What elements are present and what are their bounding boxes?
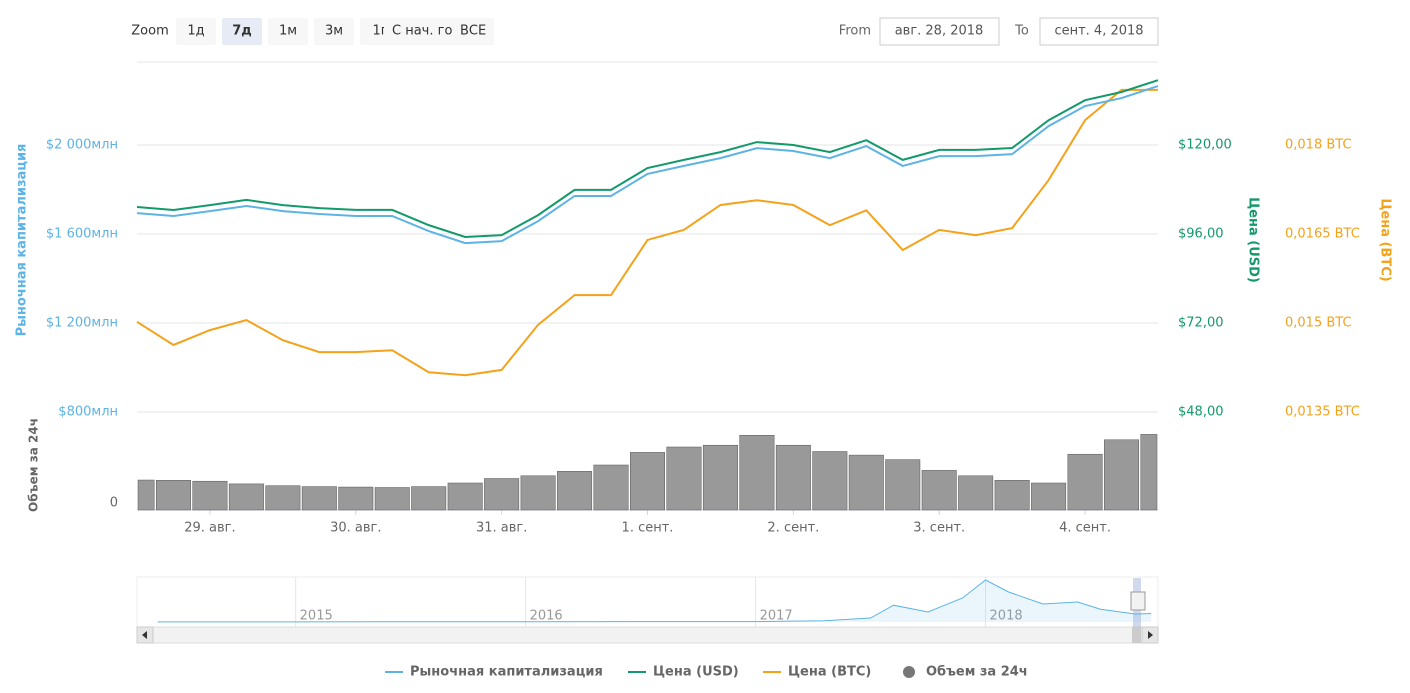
x-tick-label: 31. авг. xyxy=(476,521,527,536)
series-line xyxy=(136,88,1158,377)
x-tick-label: 4. сент. xyxy=(1059,521,1111,536)
volume-bar xyxy=(958,475,994,511)
volume-bar xyxy=(520,475,556,511)
from-input[interactable] xyxy=(879,17,1000,46)
navigator-tick-label: 2015 xyxy=(300,609,333,624)
legend-label[interactable]: Цена (BTC) xyxy=(788,665,871,680)
volume-bar xyxy=(921,470,957,511)
volume-bar xyxy=(137,479,155,511)
y3-tick-label: 0,015 BTC xyxy=(1285,316,1352,331)
navigator-line xyxy=(157,579,1152,623)
y2-tick-label: $48,00 xyxy=(1178,405,1224,420)
volume-bar xyxy=(630,452,665,511)
volume-bar xyxy=(228,483,264,511)
navigator-tick-label: 2017 xyxy=(760,609,793,624)
legend-label[interactable]: Рыночная капитализация xyxy=(410,665,603,680)
y3-axis-title: Цена (BTC) xyxy=(1378,198,1393,281)
volume-bar xyxy=(338,486,374,511)
volume-bar xyxy=(301,486,337,511)
volume-bar xyxy=(593,464,629,511)
navigator-tick-label: 2018 xyxy=(990,609,1023,624)
volume-bar xyxy=(775,444,811,511)
x-tick-label: 2. сент. xyxy=(767,521,819,536)
to-input[interactable] xyxy=(1039,17,1159,46)
scrollbar[interactable] xyxy=(136,626,1159,644)
navigator-area xyxy=(157,580,1152,622)
scroll-thumb[interactable] xyxy=(1132,627,1141,643)
volume-bar xyxy=(812,451,848,511)
zoom-button[interactable] xyxy=(176,18,216,45)
volume-bar xyxy=(848,454,884,511)
zoom-button-label[interactable]: 3м xyxy=(325,24,343,39)
zoom-button[interactable] xyxy=(222,18,262,45)
volume-axis-title: Объем за 24ч xyxy=(27,418,41,512)
volume-bar xyxy=(447,482,483,511)
x-tick-label: 3. сент. xyxy=(913,521,965,536)
volume-bar xyxy=(885,459,921,511)
y2-axis-title: Цена (USD) xyxy=(1246,197,1261,283)
zoom-button-label[interactable]: 1д xyxy=(187,24,204,39)
volume-bar xyxy=(265,485,301,511)
volume-bar xyxy=(374,487,410,511)
x-tick-label: 30. авг. xyxy=(330,521,381,536)
y3-tick-label: 0,0165 BTC xyxy=(1285,227,1360,242)
navigator-tick-label: 2016 xyxy=(530,609,563,624)
zoom-button[interactable] xyxy=(268,18,308,45)
volume-bar xyxy=(1140,434,1158,511)
x-tick-label: 29. авг. xyxy=(184,521,235,536)
y-tick-label: $800млн xyxy=(58,405,118,420)
volume-bar xyxy=(1104,439,1140,511)
legend-label[interactable]: Объем за 24ч xyxy=(926,665,1028,680)
from-value[interactable]: авг. 28, 2018 xyxy=(895,24,984,39)
volume-bar xyxy=(994,480,1030,511)
to-value[interactable]: сент. 4, 2018 xyxy=(1054,24,1143,39)
zoom-button[interactable] xyxy=(314,18,354,45)
volume-bar xyxy=(192,480,228,511)
legend-symbol[interactable] xyxy=(903,666,915,678)
volume-bar xyxy=(739,435,775,511)
scroll-left-arrow xyxy=(142,631,147,639)
y2-tick-label: $120,00 xyxy=(1178,138,1232,153)
zoom-button[interactable] xyxy=(384,18,461,45)
from-label: From xyxy=(839,24,871,39)
y-axis-title: Рыночная капитализация xyxy=(15,144,30,337)
volume-bar xyxy=(411,486,447,511)
series-line xyxy=(136,85,1159,245)
volume-bar xyxy=(484,478,520,511)
scroll-right-arrow xyxy=(1148,631,1153,639)
legend-label[interactable]: Цена (USD) xyxy=(653,665,739,680)
y2-tick-label: $72,00 xyxy=(1178,316,1224,331)
y3-tick-label: 0,0135 BTC xyxy=(1285,405,1360,420)
zoom-button-label[interactable]: ВСЕ xyxy=(460,24,486,39)
zoom-button-label[interactable]: 7д xyxy=(232,24,252,39)
volume-tick-label: 0 xyxy=(110,496,118,511)
navigator-handle[interactable] xyxy=(1130,591,1146,611)
y-tick-label: $1 600млн xyxy=(46,226,118,241)
y-tick-label: $1 200млн xyxy=(46,315,118,330)
zoom-button[interactable] xyxy=(452,18,495,45)
volume-bar xyxy=(557,471,593,511)
volume-bar xyxy=(702,444,738,511)
y2-tick-label: $96,00 xyxy=(1178,227,1224,242)
zoom-button-label[interactable]: 1м xyxy=(279,24,297,39)
zoom-label: Zoom xyxy=(131,24,168,39)
y-tick-label: $2 000млн xyxy=(46,137,118,152)
volume-bar xyxy=(1067,453,1103,511)
x-tick-label: 1. сент. xyxy=(622,521,674,536)
y3-tick-label: 0,018 BTC xyxy=(1285,138,1352,153)
series-line xyxy=(136,79,1159,239)
volume-bar xyxy=(155,480,191,511)
zoom-button-label[interactable]: С нач. го xyxy=(392,24,452,39)
volume-bar xyxy=(666,446,702,511)
volume-bar xyxy=(1031,482,1067,511)
zoom-button-label[interactable]: 1г xyxy=(372,24,387,39)
to-label: To xyxy=(1014,24,1029,39)
